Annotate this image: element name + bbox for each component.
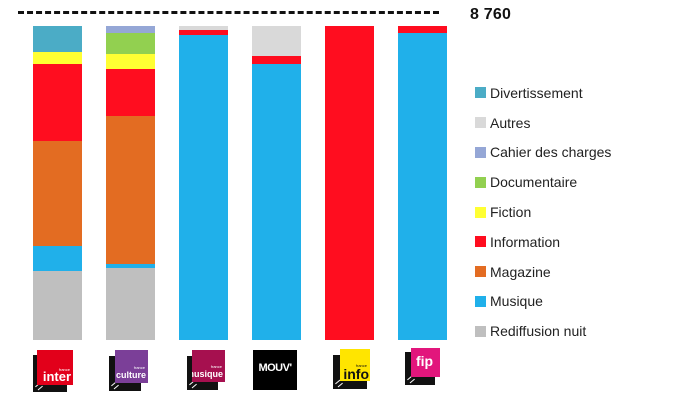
bar-france-culture [106,26,155,340]
segment-magazine [106,115,155,264]
segment-information [252,55,301,64]
logo-brand-text: inter [42,369,71,384]
segment-rediffusion-nuit [33,270,82,340]
legend-label: Documentaire [490,174,578,191]
bar-france-inter [33,26,82,340]
segment-musique [33,246,82,271]
segment-documentaire [106,32,155,54]
legend-label: Autres [490,114,531,131]
logo-front-square: francemusique [192,350,225,382]
legend-swatch [475,295,486,307]
legend-swatch [475,325,486,337]
legend-swatch [475,206,486,218]
legend-label: Musique [490,293,543,310]
segment-information [106,69,155,116]
bar-france-musique [179,26,228,340]
segment-fiction [106,53,155,69]
total-label: 8 760 [470,6,512,23]
legend-item-rediffusion-nuit: Rediffusion nuit [475,316,611,346]
segment-information [325,26,374,340]
legend-label: Divertissement [490,84,583,101]
segment-musique [252,63,301,340]
legend-label: Information [490,233,561,250]
logo-front-square: MOUV' [253,350,297,390]
total-reference-line [18,11,439,14]
segment-cahier-des-charges [106,26,155,33]
legend-label: Magazine [490,263,551,280]
legend-item-divertissement: Divertissement [475,78,611,108]
logo-brand-text: fip [416,353,434,369]
legend-item-documentaire: Documentaire [475,167,611,197]
segment-magazine [33,141,82,247]
segment-musique [106,263,155,268]
legend-swatch [475,117,486,129]
legend-item-information: Information [475,227,611,257]
bar-fip [398,26,447,340]
logo-front-square: france info [340,349,370,381]
legend-swatch [475,266,486,278]
legend-item-musique: Musique [475,287,611,317]
legend-swatch [475,176,486,188]
segment-musique [398,32,447,340]
logo-brand-text: culture [115,370,146,380]
logo-brand-text: info [343,366,369,381]
logo-brand-text: musique [192,369,223,379]
legend: Divertissement Autres Cahier des charges Do… [475,78,611,346]
legend-label: Rediffusion nuit [490,323,587,340]
segment-autres [179,26,228,30]
legend-item-autres: Autres [475,108,611,138]
bar-mouv [252,26,301,340]
legend-item-magazine: Magazine [475,257,611,287]
legend-swatch [475,87,486,99]
segment-rediffusion-nuit [106,267,155,340]
legend-label: Cahier des charges [490,144,612,161]
logo-small-text: france [210,364,222,369]
legend-label: Fiction [490,204,532,221]
logo-small-text: france [355,363,367,368]
segment-autres [252,26,301,56]
bar-france-info [325,26,374,340]
logo-small-text: france [133,365,145,370]
logo-front-square: fip [411,348,440,377]
logo-brand-text: MOUV' [258,362,292,374]
segment-divertissement [33,26,82,52]
segment-information [33,63,82,142]
legend-item-cahier-des-charges: Cahier des charges [475,138,611,168]
segment-musique [179,34,228,340]
logo-front-square: france culture [115,350,148,383]
legend-swatch [475,236,486,248]
segment-information [398,26,447,33]
legend-item-fiction: Fiction [475,197,611,227]
legend-swatch [475,146,486,158]
logo-small-text: france [58,367,70,372]
logo-front-square: france inter [37,350,73,385]
segment-fiction [33,51,82,64]
segment-information [179,29,228,35]
